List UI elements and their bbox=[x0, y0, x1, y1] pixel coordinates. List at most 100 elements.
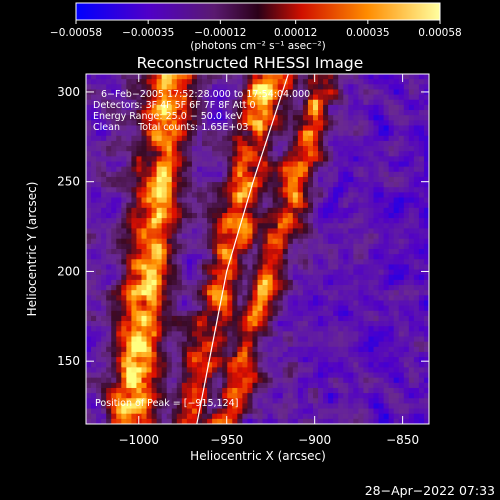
heatmap-cell bbox=[388, 192, 395, 199]
heatmap-cell bbox=[292, 315, 299, 322]
heatmap-cell bbox=[287, 135, 294, 142]
heatmap-cell bbox=[106, 94, 112, 101]
heatmap-cell bbox=[267, 336, 274, 343]
heatmap-cell bbox=[277, 259, 284, 266]
heatmap-cell bbox=[116, 326, 122, 332]
heatmap-cell bbox=[217, 135, 223, 142]
heatmap-cell bbox=[328, 315, 334, 322]
heatmap-cell bbox=[186, 146, 193, 152]
heatmap-cell bbox=[91, 310, 97, 317]
heatmap-cell bbox=[222, 285, 228, 291]
heatmap-cell bbox=[212, 94, 218, 101]
heatmap-cell bbox=[302, 146, 309, 152]
heatmap-cell bbox=[121, 197, 127, 204]
heatmap-cell bbox=[358, 238, 365, 245]
heatmap-cell bbox=[121, 125, 127, 132]
heatmap-cell bbox=[398, 84, 405, 91]
heatmap-cell bbox=[146, 104, 153, 111]
heatmap-cell bbox=[312, 305, 319, 312]
heatmap-cell bbox=[166, 418, 173, 424]
heatmap-cell bbox=[212, 249, 218, 255]
heatmap-cell bbox=[161, 403, 168, 410]
heatmap-cell bbox=[403, 331, 410, 338]
heatmap-cell bbox=[212, 156, 218, 163]
heatmap-cell bbox=[111, 269, 117, 276]
heatmap-cell bbox=[196, 192, 203, 199]
heatmap-cell bbox=[312, 408, 319, 415]
heatmap-cell bbox=[141, 254, 148, 260]
heatmap-cell bbox=[101, 135, 107, 142]
heatmap-cell bbox=[292, 321, 299, 327]
heatmap-cell bbox=[191, 243, 198, 250]
heatmap-cell bbox=[423, 197, 429, 204]
heatmap-cell bbox=[272, 285, 279, 291]
heatmap-cell bbox=[217, 398, 223, 405]
heatmap-cell bbox=[136, 305, 143, 312]
heatmap-cell bbox=[353, 372, 359, 379]
heatmap-cell bbox=[368, 269, 375, 276]
heatmap-cell bbox=[212, 418, 218, 424]
heatmap-cell bbox=[368, 408, 375, 415]
heatmap-cell bbox=[181, 367, 188, 374]
heatmap-cell bbox=[96, 202, 102, 209]
heatmap-cell bbox=[323, 346, 329, 353]
heatmap-cell bbox=[111, 223, 117, 230]
heatmap-cell bbox=[166, 351, 173, 358]
heatmap-cell bbox=[318, 197, 324, 204]
heatmap-cell bbox=[413, 367, 420, 374]
heatmap-cell bbox=[363, 259, 370, 266]
heatmap-cell bbox=[232, 418, 238, 424]
heatmap-cell bbox=[186, 382, 193, 389]
heatmap-cell bbox=[207, 295, 213, 302]
heatmap-cell bbox=[358, 305, 365, 312]
heatmap-cell bbox=[408, 362, 415, 368]
heatmap-cell bbox=[307, 176, 314, 183]
heatmap-cell bbox=[247, 99, 254, 106]
heatmap-cell bbox=[307, 110, 314, 116]
heatmap-cell bbox=[418, 377, 425, 384]
heatmap-cell bbox=[353, 393, 359, 399]
heatmap-cell bbox=[237, 115, 243, 121]
heatmap-cell bbox=[358, 115, 365, 121]
heatmap-cell bbox=[171, 341, 178, 348]
heatmap-cell bbox=[126, 212, 132, 219]
heatmap-cell bbox=[131, 403, 138, 410]
heatmap-cell bbox=[161, 130, 168, 137]
heatmap-cell bbox=[348, 110, 354, 116]
x-tick-label: −1000 bbox=[118, 433, 159, 447]
heatmap-cell bbox=[86, 321, 92, 327]
heatmap-cell bbox=[222, 197, 228, 204]
heatmap-cell bbox=[423, 326, 429, 332]
heatmap-cell bbox=[423, 243, 429, 250]
heatmap-cell bbox=[398, 387, 405, 394]
heatmap-cell bbox=[186, 243, 193, 250]
heatmap-cell bbox=[312, 197, 319, 204]
heatmap-cell bbox=[212, 120, 218, 127]
heatmap-cell bbox=[418, 310, 425, 317]
heatmap-cell bbox=[318, 192, 324, 199]
heatmap-cell bbox=[348, 176, 354, 183]
heatmap-cell bbox=[116, 259, 122, 266]
heatmap-cell bbox=[86, 156, 92, 163]
heatmap-cell bbox=[191, 357, 198, 363]
heatmap-cell bbox=[423, 331, 429, 338]
heatmap-cell bbox=[191, 387, 198, 394]
heatmap-cell bbox=[242, 346, 249, 353]
heatmap-cell bbox=[161, 382, 168, 389]
heatmap-cell bbox=[151, 130, 158, 137]
annotation-detectors: Detectors: 3F 4F 5F 6F 7F 8F Att 0 bbox=[93, 100, 256, 111]
heatmap-cell bbox=[161, 243, 168, 250]
heatmap-cell bbox=[222, 238, 228, 245]
heatmap-cell bbox=[408, 274, 415, 281]
heatmap-cell bbox=[338, 408, 344, 415]
heatmap-cell bbox=[247, 362, 254, 368]
heatmap-cell bbox=[227, 130, 233, 137]
heatmap-cell bbox=[323, 418, 329, 424]
heatmap-cell bbox=[91, 84, 97, 91]
heatmap-cell bbox=[413, 74, 420, 80]
heatmap-cell bbox=[312, 156, 319, 163]
heatmap-cell bbox=[413, 99, 420, 106]
heatmap-cell bbox=[176, 382, 183, 389]
heatmap-cell bbox=[116, 346, 122, 353]
heatmap-cell bbox=[191, 254, 198, 260]
